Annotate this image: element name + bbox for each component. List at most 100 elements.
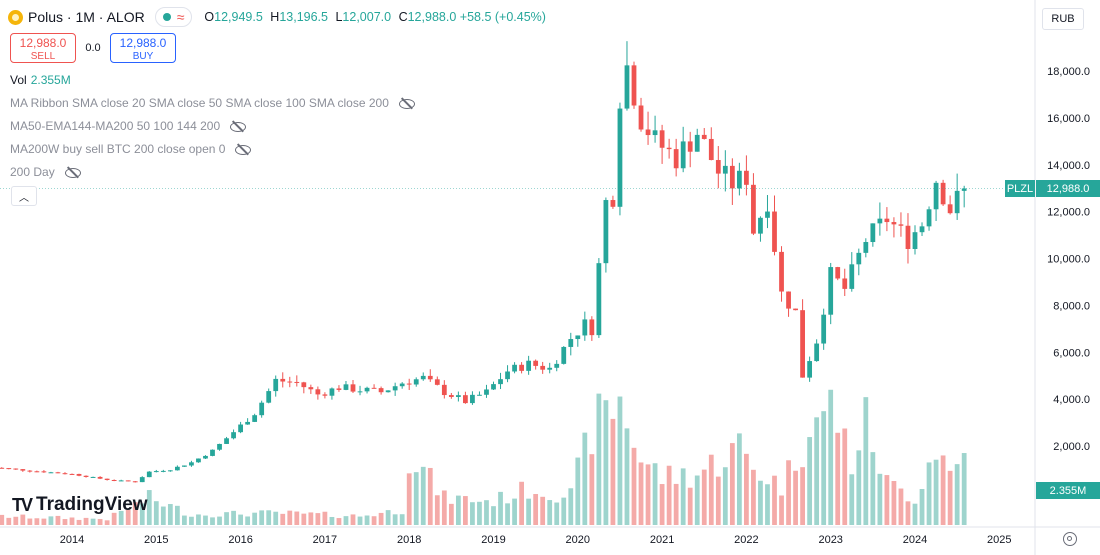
candle-body [420, 375, 426, 380]
candle-body [27, 470, 33, 472]
volume-bar [132, 502, 138, 525]
chevron-up-icon: ︿ [19, 192, 29, 204]
volume-bar [266, 510, 272, 525]
candle-body [189, 462, 194, 466]
candle-body [0, 467, 5, 469]
volume-bar [420, 466, 426, 525]
volume-bar [427, 467, 433, 525]
candle-body [751, 184, 756, 234]
hidden-eye-icon[interactable] [235, 143, 252, 155]
volume-bar [666, 465, 672, 525]
candle-body [167, 470, 173, 472]
brand-name: TradingView [36, 494, 148, 515]
hidden-eye-icon[interactable] [64, 166, 81, 178]
candle-body [371, 387, 377, 389]
volume-bar [926, 462, 932, 525]
volume-bar [940, 455, 946, 525]
hidden-eye-icon[interactable] [230, 120, 247, 132]
candle-body [125, 480, 131, 482]
candle-body [491, 384, 496, 390]
candle-body [835, 267, 841, 279]
close-label: C [398, 10, 408, 24]
sell-button[interactable]: 12,988.0 SELL [10, 33, 76, 63]
volume-bar [505, 503, 510, 525]
volume-bar [961, 453, 967, 525]
candle-body [20, 469, 26, 471]
indicator-ma200w[interactable]: MA200W buy sell BTC 200 close open 0 [10, 142, 252, 156]
collapse-legend-button[interactable]: ︿ [11, 186, 37, 206]
volume-bar [441, 490, 447, 525]
y-tick-label: 16,000.0 [1047, 113, 1090, 125]
indicator-ma-ribbon[interactable]: MA Ribbon SMA close 20 SMA close 50 SMA … [10, 96, 415, 110]
volume-bar [167, 504, 173, 525]
volume-bar [217, 516, 222, 525]
candle-body [701, 134, 707, 139]
candle-body [758, 217, 763, 234]
candle-body [252, 415, 258, 422]
market-status-pill[interactable]: ≈ [154, 7, 193, 27]
volume-bar [596, 393, 602, 525]
candle-body [736, 170, 742, 189]
candle-body [961, 188, 967, 191]
volume-bar [701, 469, 707, 525]
sell-label: SELL [30, 51, 56, 62]
candle-body [266, 391, 272, 403]
candle-body [463, 395, 468, 404]
candle-body [196, 458, 201, 463]
volume-bar [406, 473, 412, 525]
candle-body [898, 224, 904, 226]
candle-body [104, 478, 110, 480]
x-tick-label: 2018 [397, 534, 421, 546]
candle-body [561, 346, 567, 364]
candle-body [744, 170, 749, 185]
volume-bar [744, 453, 749, 525]
y-tick-label: 4,000.0 [1053, 394, 1090, 406]
currency-button[interactable]: RUB [1042, 8, 1084, 30]
volume-bar [477, 501, 482, 525]
close-value: 12,988.0 [407, 10, 457, 24]
candle-body [912, 232, 918, 250]
volume-bar [533, 494, 539, 525]
indicator-ma50-ema144[interactable]: MA50-EMA144-MA200 50 100 144 200 [10, 119, 247, 133]
candle-body [484, 389, 489, 395]
tradingview-logo[interactable]: TV TradingView [12, 494, 148, 516]
volume-bar [13, 516, 19, 525]
volume-bar [322, 511, 328, 525]
candle-body [6, 468, 12, 470]
hidden-eye-icon[interactable] [398, 97, 415, 109]
volume-bar [645, 464, 651, 525]
volume-bar [463, 496, 468, 525]
volume-bar [758, 480, 763, 525]
volume-bar [582, 432, 588, 525]
candle-body [673, 149, 679, 169]
volume-bar [842, 428, 848, 525]
candle-body [652, 130, 658, 136]
volume-bar [828, 389, 834, 525]
y-tick-label: 18,000.0 [1047, 66, 1090, 78]
indicator-200-day[interactable]: 200 Day [10, 165, 81, 179]
candle-body [69, 473, 75, 475]
candle-body [722, 165, 728, 174]
candle-body [399, 383, 405, 387]
candle-body [807, 361, 813, 378]
candle-body [224, 438, 229, 444]
volume-bar [729, 443, 735, 525]
low-value: 12,007.0 [342, 10, 392, 24]
candle-body [596, 263, 602, 336]
candle-body [48, 472, 54, 474]
settings-gear-icon[interactable] [1063, 532, 1077, 546]
symbol-title[interactable]: Polus · 1M · ALOR [28, 9, 145, 25]
candle-body [350, 384, 356, 392]
buy-button[interactable]: 12,988.0 BUY [110, 33, 176, 63]
candle-body [603, 200, 609, 264]
tradingview-mark-icon: TV [12, 494, 33, 515]
candle-body [406, 383, 412, 385]
volume-legend[interactable]: Vol 2.355M [10, 73, 71, 87]
candle-body [856, 252, 862, 265]
volume-bar [434, 495, 440, 525]
volume-bar [90, 518, 96, 525]
candle-body [505, 371, 510, 380]
candle-body [336, 388, 342, 390]
volume-bar [863, 397, 869, 525]
